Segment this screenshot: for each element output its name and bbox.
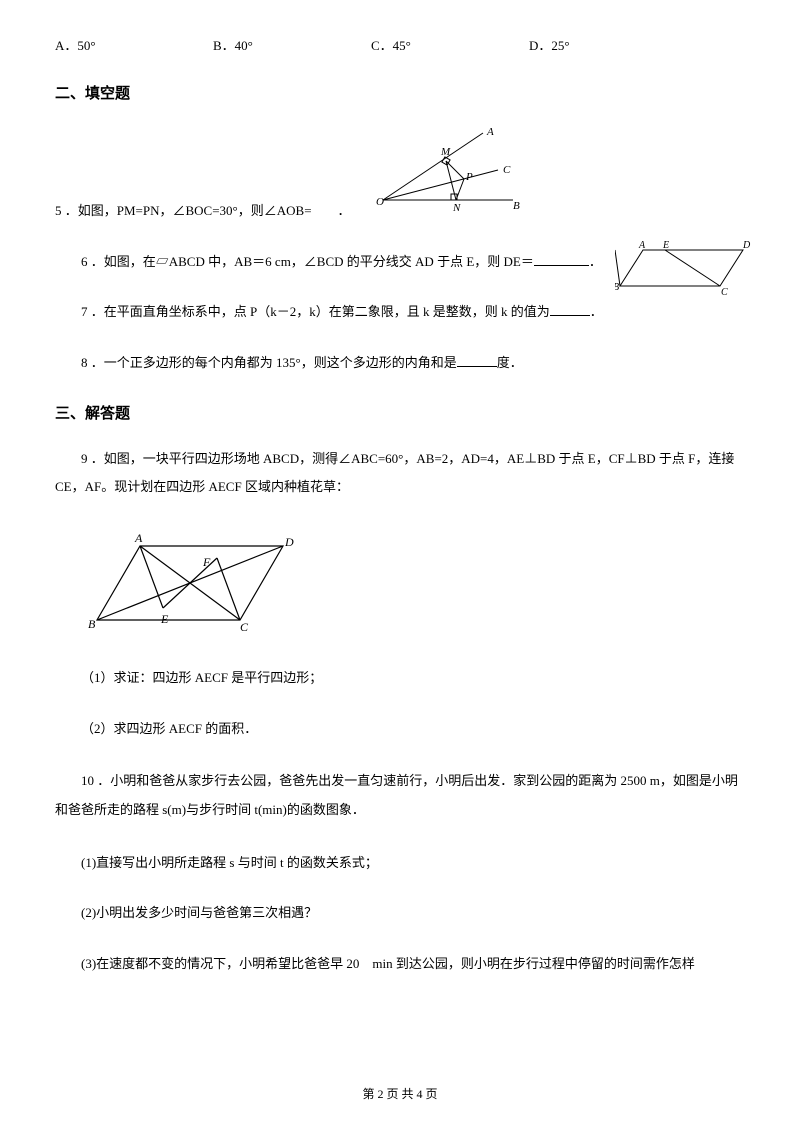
q6-blank [534,252,589,266]
q5-figure: O A C B M P N [363,125,523,224]
q6-label-B: B [615,282,619,293]
q10-sub2: (2)小明出发多少时间与爸爸第三次相遇？ [55,901,745,926]
q6-label-C: C [721,287,728,298]
option-d: D．25° [529,35,687,54]
q5-text: 5 ．如图，PM=PN，∠BOC=30°，则∠AOB= ． [55,149,351,224]
q7-text-after: ． [590,304,603,319]
section-2-title: 二、填空题 [55,82,745,103]
q6-figure: A E D B C [615,238,755,302]
q9-label-B: B [88,617,96,631]
question-8: 8 ．一个正多边形的每个内角都为 135°，则这个多边形的内角和是 度． [55,351,745,376]
page-footer: 第 2 页 共 4 页 [0,1085,800,1102]
q6-text-before: 6 ．如图，在▱ABCD 中，AB＝6 cm，∠BCD 的平分线交 AD 于点 … [81,254,534,269]
q5-label-B: B [513,200,520,212]
q7-blank [550,302,590,316]
q9-sub1: （1）求证：四边形 AECF 是平行四边形； [55,666,745,691]
section-3-title: 三、解答题 [55,402,745,423]
q8-blank [457,353,497,367]
q9-label-F: F [202,555,211,569]
q6-label-D: D [742,240,751,251]
q5-label-N: N [452,202,461,214]
answer-options: A．50° B．40° C．45° D．25° [55,35,745,54]
option-b: B．40° [213,35,371,54]
q9-label-A: A [134,531,143,545]
q7-text-before: 7 ．在平面直角坐标系中，点 P（k－2，k）在第二象限，且 k 是整数，则 k… [81,304,550,319]
option-a: A．50° [55,35,213,54]
q5-label-P: P [465,171,473,183]
q8-text-before: 8 ．一个正多边形的每个内角都为 135°，则这个多边形的内角和是 [81,355,457,370]
q6-label-A: A [638,240,646,251]
q9-figure: A D B C E F [85,528,745,642]
option-c: C．45° [371,35,529,54]
q6-text-after: ． [589,254,602,269]
q9-label-D: D [284,535,294,549]
q5-label-M: M [440,146,451,158]
question-5: 5 ．如图，PM=PN，∠BOC=30°，则∠AOB= ． O A C B M … [55,125,745,224]
question-9-intro: 9 ．如图，一块平行四边形场地 ABCD，测得∠ABC=60°，AB=2，AD=… [55,445,745,502]
q9-label-C: C [240,620,249,634]
q10-sub1: (1)直接写出小明所走路程 s 与时间 t 的函数关系式； [55,851,745,876]
q9-label-E: E [160,612,169,626]
q5-label-O: O [376,196,384,208]
q6-label-E: E [662,240,669,251]
question-6: 6 ．如图，在▱ABCD 中，AB＝6 cm，∠BCD 的平分线交 AD 于点 … [55,250,745,275]
q9-sub2: （2）求四边形 AECF 的面积． [55,717,745,742]
question-10-intro: 10 ．小明和爸爸从家步行去公园，爸爸先出发一直匀速前行，小明后出发．家到公园的… [55,767,745,824]
q5-label-C: C [503,164,511,176]
q8-text-after: 度． [497,355,523,370]
question-7: 7 ．在平面直角坐标系中，点 P（k－2，k）在第二象限，且 k 是整数，则 k… [55,300,745,325]
q10-sub3: (3)在速度都不变的情况下，小明希望比爸爸早 20 min 到达公园，则小明在步… [55,952,745,977]
q5-label-A: A [486,126,494,138]
